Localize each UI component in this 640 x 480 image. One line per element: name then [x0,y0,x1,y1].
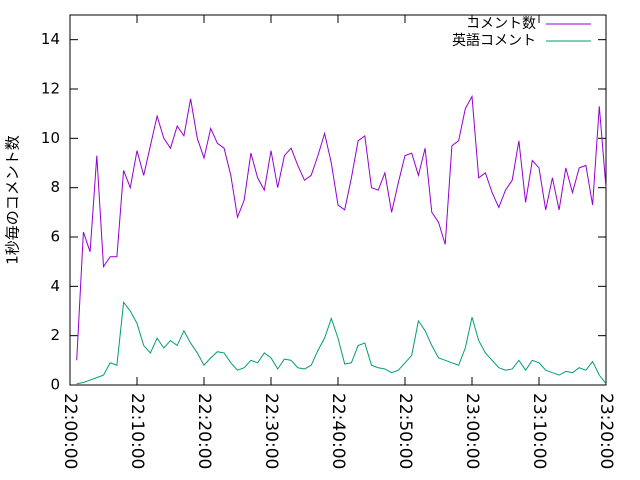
x-tick-label: 22:20:00 [194,393,214,469]
legend-label: コメント数 [466,16,536,32]
x-tick-label: 22:40:00 [328,393,348,469]
y-tick-label: 4 [50,277,60,295]
y-tick-label: 10 [41,129,60,147]
x-tick-label: 22:10:00 [127,393,147,469]
y-tick-label: 0 [50,376,60,394]
legend-label: 英語コメント [452,32,536,49]
y-tick-label: 12 [41,80,60,98]
x-tick-label: 22:50:00 [395,393,415,469]
x-tick-label: 23:10:00 [529,393,549,469]
series-line [76,301,607,385]
x-tick-label: 23:20:00 [596,393,616,469]
y-tick-label: 2 [50,326,60,344]
y-tick-label: 8 [50,178,60,196]
y-tick-label: 6 [50,228,60,246]
y-axis-label: 1秒毎のコメント数 [4,135,22,265]
series-line [76,94,607,361]
y-tick-label: 14 [41,30,60,48]
x-tick-label: 22:00:00 [60,393,80,469]
x-tick-label: 23:00:00 [462,393,482,469]
x-tick-label: 22:30:00 [261,393,281,469]
